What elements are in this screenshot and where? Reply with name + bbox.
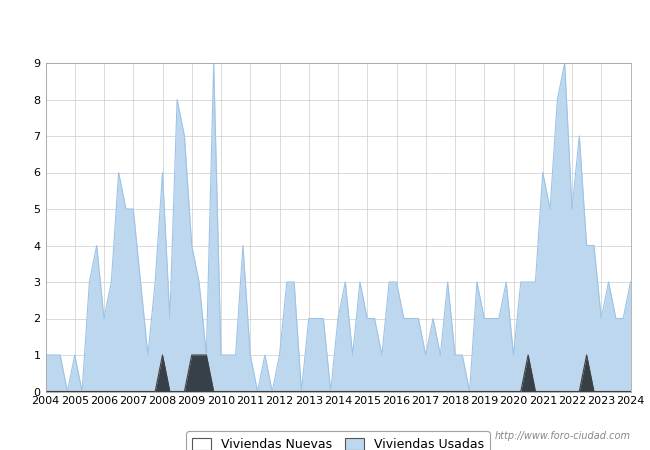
Legend: Viviendas Nuevas, Viviendas Usadas: Viviendas Nuevas, Viviendas Usadas: [186, 432, 490, 450]
Text: http://www.foro-ciudad.com: http://www.foro-ciudad.com: [495, 431, 630, 441]
Text: El Romeral - Evolucion del Nº de Transacciones Inmobiliarias: El Romeral - Evolucion del Nº de Transac…: [94, 19, 556, 35]
